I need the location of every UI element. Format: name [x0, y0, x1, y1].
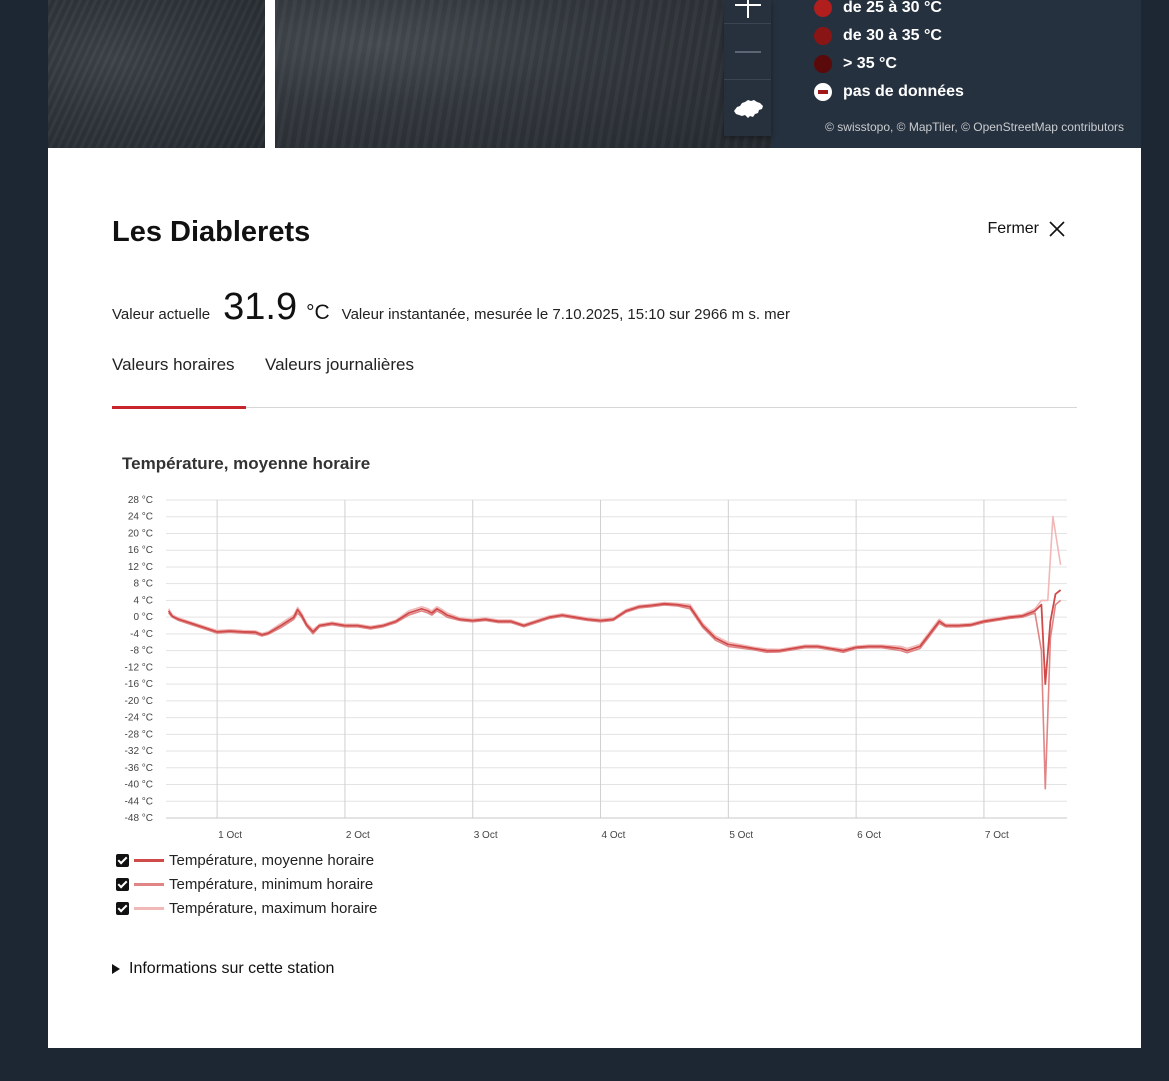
- map-legend: de 25 à 30 °C de 30 à 35 °C > 35 °C pas …: [814, 0, 964, 106]
- temperature-chart[interactable]: 28 °C 24 °C 20 °C 16 °C 12 °C 8 °C 4 °C 0 °C -4 …: [112, 488, 1072, 838]
- current-value-info: Valeur instantanée, mesurée le 7.10.2025…: [341, 306, 790, 323]
- legend-dot: [814, 27, 832, 45]
- y-tick-label: -20 °C: [125, 696, 153, 707]
- series-swatch: [134, 882, 164, 886]
- current-value-label: Valeur actuelle: [112, 306, 211, 323]
- y-tick-label: -24 °C: [125, 713, 153, 724]
- series-label: Température, moyenne horaire: [169, 851, 375, 869]
- y-tick-label: 28 °C: [128, 495, 153, 506]
- current-value: 31.9: [223, 286, 298, 328]
- x-tick-label: 4 Oct: [602, 830, 626, 838]
- y-tick-label: -8 °C: [130, 646, 153, 657]
- legend-dot: [814, 55, 832, 73]
- chart-legend: Température, moyenne horaire Température…: [116, 848, 377, 920]
- series-line-maximum: [167, 515, 1062, 651]
- zoom-in-button[interactable]: [724, 0, 771, 24]
- series-line-mean: [167, 589, 1062, 685]
- station-info-toggle[interactable]: Informations sur cette station: [112, 960, 334, 978]
- legend-item-minimum[interactable]: Température, minimum horaire: [116, 872, 377, 896]
- series-swatch: [134, 858, 164, 862]
- close-button[interactable]: Fermer: [987, 220, 1065, 238]
- checkbox[interactable]: [116, 853, 129, 867]
- switzerland-view-button[interactable]: [724, 80, 771, 136]
- switzerland-icon: [733, 100, 763, 118]
- current-value-row: Valeur actuelle 31.9 °C Valeur instantan…: [112, 286, 790, 329]
- map-divider: [265, 0, 275, 148]
- close-icon: [1049, 221, 1065, 237]
- y-tick-label: -40 °C: [125, 780, 153, 791]
- map[interactable]: © swisstopo, © MapTiler, © OpenStreetMap…: [48, 0, 1141, 148]
- map-attribution[interactable]: © swisstopo, © MapTiler, © OpenStreetMap…: [825, 120, 1124, 134]
- legend-item: > 35 °C: [814, 50, 964, 78]
- y-tick-label: 12 °C: [128, 562, 153, 573]
- current-unit: °C: [306, 301, 330, 324]
- zoom-out-button[interactable]: [724, 24, 771, 80]
- y-tick-label: -36 °C: [125, 763, 153, 774]
- y-tick-label: -4 °C: [130, 629, 153, 640]
- y-tick-label: 4 °C: [133, 595, 153, 606]
- no-data-icon: [814, 83, 832, 101]
- legend-item: de 30 à 35 °C: [814, 22, 964, 50]
- legend-dot: [814, 0, 832, 17]
- legend-label: de 30 à 35 °C: [843, 27, 942, 44]
- y-tick-label: -44 °C: [125, 796, 153, 807]
- x-tick-label: 2 Oct: [346, 830, 370, 838]
- disclosure-triangle-icon: [112, 964, 120, 974]
- checkbox[interactable]: [116, 901, 129, 915]
- series-swatch: [134, 906, 164, 910]
- y-tick-label: -32 °C: [125, 746, 153, 757]
- tabs: Valeurs horaires Valeurs journalières: [112, 354, 1077, 409]
- series-label: Température, maximum horaire: [169, 899, 378, 917]
- x-tick-label: 3 Oct: [474, 830, 498, 838]
- station-panel: Les Diablerets Fermer Valeur actuelle 31…: [48, 148, 1141, 1048]
- legend-item-maximum[interactable]: Température, maximum horaire: [116, 896, 377, 920]
- y-tick-label: -28 °C: [125, 729, 153, 740]
- station-title: Les Diablerets: [112, 216, 311, 248]
- y-tick-label: -48 °C: [125, 813, 153, 824]
- y-tick-label: 16 °C: [128, 545, 153, 556]
- tab-daily-values[interactable]: Valeurs journalières: [265, 355, 414, 374]
- y-tick-label: 24 °C: [128, 512, 153, 523]
- y-tick-label: -16 °C: [125, 679, 153, 690]
- series-line-minimum: [168, 599, 1062, 790]
- y-tick-label: 0 °C: [133, 612, 153, 623]
- legend-item: pas de données: [814, 78, 964, 106]
- plus-icon: [734, 0, 761, 18]
- checkbox[interactable]: [116, 877, 129, 891]
- legend-label: > 35 °C: [843, 55, 897, 72]
- legend-item-mean[interactable]: Température, moyenne horaire: [116, 848, 377, 872]
- legend-item: de 25 à 30 °C: [814, 0, 964, 22]
- y-tick-label: 8 °C: [133, 579, 153, 590]
- y-tick-label: 20 °C: [128, 528, 153, 539]
- station-info-label: Informations sur cette station: [129, 960, 335, 977]
- map-overview-pane[interactable]: [48, 0, 265, 148]
- x-tick-label: 7 Oct: [985, 830, 1009, 838]
- x-tick-label: 6 Oct: [857, 830, 881, 838]
- tab-hourly-values[interactable]: Valeurs horaires: [112, 354, 246, 409]
- y-tick-label: -12 °C: [125, 662, 153, 673]
- legend-label: pas de données: [843, 83, 964, 100]
- series-label: Température, minimum horaire: [169, 875, 374, 893]
- x-tick-label: 5 Oct: [729, 830, 753, 838]
- map-controls: [724, 0, 771, 136]
- minus-icon: [734, 50, 761, 53]
- close-label: Fermer: [987, 220, 1039, 237]
- legend-label: de 25 à 30 °C: [843, 0, 942, 16]
- chart-title: Température, moyenne horaire: [122, 454, 371, 473]
- x-tick-label: 1 Oct: [218, 830, 242, 838]
- map-main-pane[interactable]: [275, 0, 771, 148]
